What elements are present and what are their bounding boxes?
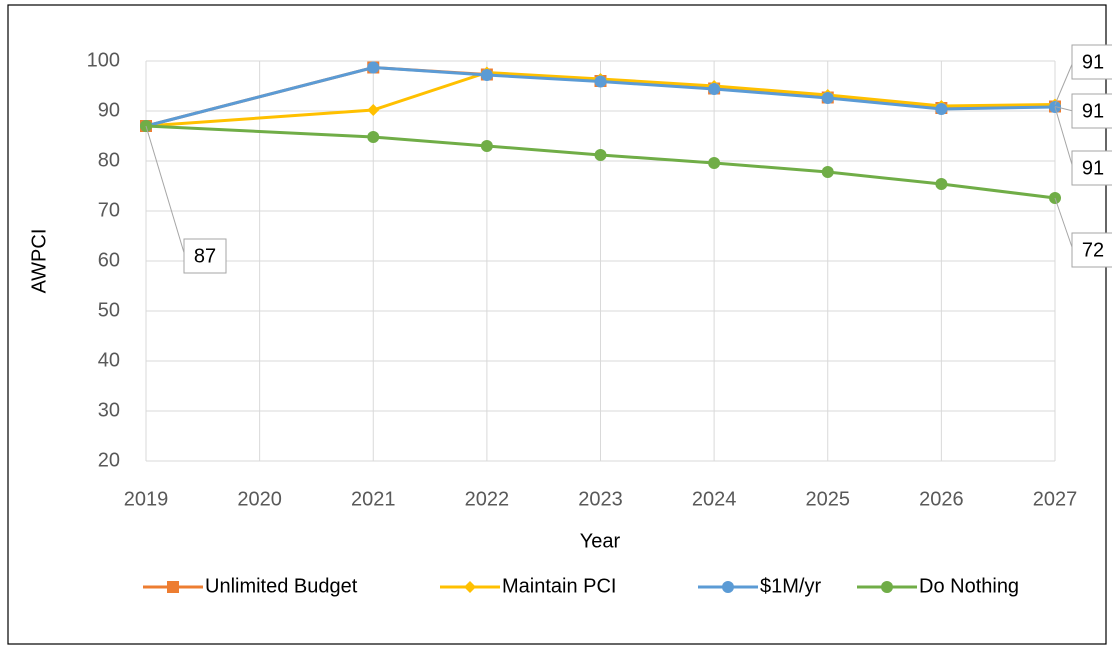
series-line: [145, 124, 1056, 200]
label-box: [1071, 232, 1112, 268]
data-label: 72: [1082, 239, 1104, 261]
label-box: [183, 238, 227, 274]
y-tick-label: 100: [87, 49, 120, 71]
y-tick-label: 30: [98, 399, 120, 421]
label-box: [1071, 150, 1112, 186]
data-label: 91: [1082, 51, 1104, 73]
data-point: [594, 149, 607, 161]
x-tick-label: 2025: [806, 488, 851, 510]
data-point: [935, 103, 948, 115]
y-tick-label: 60: [98, 249, 120, 271]
y-tick-label: 50: [98, 299, 120, 321]
x-tick-label: 2019: [124, 488, 169, 510]
x-axis-label: Year: [580, 530, 621, 552]
label-box: [1071, 93, 1112, 129]
legend-label: Maintain PCI: [502, 575, 617, 597]
data-point: [935, 178, 948, 190]
data-label: 91: [1082, 157, 1104, 179]
y-tick-label: 90: [98, 99, 120, 121]
label-leader: [1054, 197, 1074, 251]
x-tick-label: 2021: [351, 488, 396, 510]
data-point: [708, 83, 721, 95]
data-point: [367, 104, 380, 116]
legend-marker: [722, 581, 734, 593]
x-tick-label: 2024: [692, 488, 737, 510]
y-tick-label: 40: [98, 349, 120, 371]
data-label: 91: [1082, 100, 1104, 122]
data-label: 87: [194, 245, 216, 267]
label-leader: [1054, 106, 1074, 169]
label-leader: [1054, 106, 1074, 112]
y-tick-label: 20: [98, 449, 120, 471]
data-point: [367, 61, 380, 74]
label-box: [1071, 44, 1112, 80]
x-tick-label: 2023: [578, 488, 623, 510]
legend-marker: [881, 581, 893, 593]
data-point: [594, 75, 607, 88]
data-point: [708, 157, 721, 169]
y-tick-label: 70: [98, 199, 120, 221]
legend-label: Unlimited Budget: [205, 575, 358, 597]
label-leader: [145, 125, 186, 257]
legend-marker: [167, 581, 179, 593]
y-axis-label: AWPCI: [28, 229, 50, 294]
data-point: [480, 69, 493, 81]
series-line: [145, 65, 1056, 128]
x-tick-label: 2022: [465, 488, 510, 510]
x-tick-label: 2020: [237, 488, 282, 510]
data-point: [367, 131, 380, 143]
legend-marker: [464, 581, 476, 593]
x-tick-label: 2027: [1033, 488, 1078, 510]
x-tick-label: 2026: [919, 488, 964, 510]
y-tick-label: 80: [98, 149, 120, 171]
legend-label: $1M/yr: [760, 575, 821, 597]
legend-label: Do Nothing: [919, 575, 1019, 597]
data-point: [821, 166, 834, 178]
data-point: [480, 140, 493, 152]
label-leader: [1054, 61, 1074, 105]
data-point: [821, 92, 834, 104]
series-line: [145, 70, 1056, 128]
